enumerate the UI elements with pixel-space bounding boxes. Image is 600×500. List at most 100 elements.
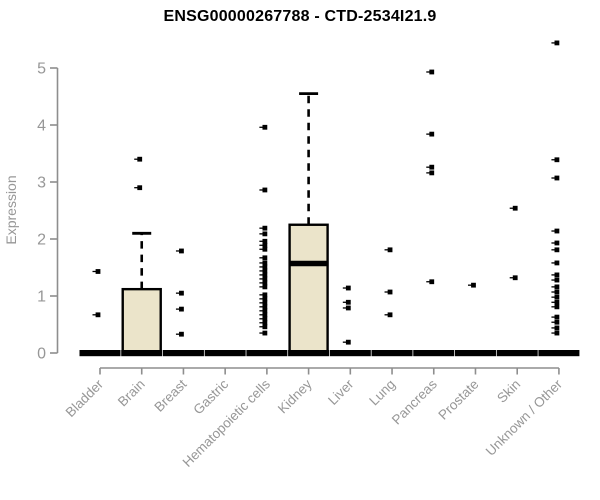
- outlier-point-bladder: [95, 269, 101, 274]
- outlier-point-hematopoietic-cells: [262, 238, 268, 244]
- zero-bar-unknown-other: [538, 350, 580, 357]
- outlier-point-breast: [179, 290, 184, 296]
- outlier-point-skin: [512, 275, 518, 281]
- zero-bar-prostate: [454, 350, 496, 357]
- box-brain: [121, 287, 162, 355]
- outlier-point-lung: [387, 247, 393, 253]
- y-tick-label: 5: [37, 61, 46, 78]
- outlier-point-pancreas: [429, 279, 435, 285]
- outlier-point-unknown-other: [554, 319, 560, 325]
- outlier-point-pancreas: [429, 69, 435, 75]
- outlier-point-hematopoietic-cells: [262, 292, 268, 298]
- zero-bar-brain: [121, 350, 163, 357]
- outlier-point-hematopoietic-cells: [262, 246, 268, 252]
- outlier-point-breast: [179, 331, 184, 337]
- outlier-point-brain: [137, 156, 143, 162]
- outlier-point-unknown-other: [554, 277, 560, 283]
- outlier-point-hematopoietic-cells: [262, 308, 268, 314]
- zero-bar-pancreas: [413, 350, 455, 357]
- outlier-point-hematopoietic-cells: [262, 324, 268, 330]
- outlier-point-unknown-other: [554, 289, 560, 295]
- outlier-point-hematopoietic-cells: [262, 260, 268, 266]
- x-category-label-unknown-other: Unknown / Other: [483, 376, 566, 459]
- outlier-point-unknown-other: [554, 330, 560, 336]
- outlier-point-liver: [345, 305, 351, 311]
- outlier-point-hematopoietic-cells: [262, 304, 268, 310]
- x-category-label-lung: Lung: [366, 377, 398, 409]
- outlier-point-hematopoietic-cells: [262, 284, 268, 290]
- x-category-label-brain: Brain: [115, 377, 148, 410]
- outlier-point-hematopoietic-cells: [262, 255, 268, 261]
- outlier-point-hematopoietic-cells: [262, 312, 268, 318]
- outlier-point-prostate: [471, 282, 476, 288]
- zero-bar-kidney: [288, 350, 330, 357]
- zero-bar-liver: [329, 350, 371, 357]
- outlier-point-breast: [179, 306, 184, 312]
- zero-bar-hematopoietic-cells: [246, 350, 288, 357]
- y-tick-label: 1: [37, 289, 46, 306]
- y-tick-label: 4: [37, 118, 46, 135]
- outlier-point-lung: [387, 312, 393, 318]
- outlier-point-unknown-other: [554, 260, 560, 266]
- outlier-point-lung: [387, 289, 393, 295]
- zero-bar-breast: [162, 350, 204, 357]
- y-tick-label: 2: [37, 232, 46, 249]
- zero-bar-lung: [371, 350, 413, 357]
- outlier-point-breast: [179, 248, 184, 254]
- outlier-point-unknown-other: [554, 284, 560, 290]
- outlier-point-hematopoietic-cells: [262, 316, 268, 322]
- outlier-point-unknown-other: [554, 240, 560, 246]
- outlier-point-hematopoietic-cells: [262, 296, 268, 302]
- outlier-point-unknown-other: [554, 157, 560, 163]
- x-category-label-skin: Skin: [494, 377, 523, 406]
- x-category-label-prostate: Prostate: [435, 377, 481, 423]
- outlier-point-skin: [512, 205, 518, 211]
- y-tick-label: 3: [37, 175, 46, 192]
- x-category-label-breast: Breast: [151, 376, 189, 414]
- outlier-point-hematopoietic-cells: [262, 268, 268, 274]
- outlier-point-hematopoietic-cells: [262, 276, 268, 282]
- zero-bar-bladder: [79, 350, 121, 357]
- outlier-point-unknown-other: [554, 175, 560, 181]
- outlier-point-brain: [137, 185, 143, 191]
- outlier-point-hematopoietic-cells: [262, 280, 268, 286]
- outlier-point-unknown-other: [554, 314, 560, 320]
- x-category-label-bladder: Bladder: [63, 376, 107, 420]
- outlier-point-unknown-other: [554, 325, 560, 331]
- outlier-point-hematopoietic-cells: [262, 330, 268, 336]
- outlier-point-pancreas: [429, 164, 435, 170]
- outlier-point-pancreas: [429, 131, 435, 137]
- x-category-label-gastric: Gastric: [190, 376, 231, 417]
- outlier-point-hematopoietic-cells: [262, 272, 268, 278]
- outlier-point-unknown-other: [554, 304, 560, 310]
- outlier-point-bladder: [95, 312, 101, 318]
- outlier-point-liver: [345, 299, 351, 305]
- outlier-point-hematopoietic-cells: [262, 225, 268, 231]
- x-category-label-liver: Liver: [325, 376, 357, 408]
- zero-bar-gastric: [204, 350, 246, 357]
- outlier-point-hematopoietic-cells: [262, 242, 268, 248]
- outlier-point-unknown-other: [554, 294, 560, 300]
- chart-title: ENSG00000267788 - CTD-2534I21.9: [163, 8, 437, 25]
- outlier-point-hematopoietic-cells: [262, 300, 268, 306]
- outlier-point-hematopoietic-cells: [262, 264, 268, 270]
- x-category-label-pancreas: Pancreas: [389, 376, 440, 427]
- outlier-point-liver: [345, 339, 351, 345]
- outlier-point-hematopoietic-cells: [262, 187, 268, 193]
- outlier-point-hematopoietic-cells: [262, 124, 268, 130]
- outlier-point-hematopoietic-cells: [262, 320, 268, 326]
- outlier-point-unknown-other: [554, 299, 560, 305]
- zero-bar-skin: [496, 350, 538, 357]
- outlier-point-unknown-other: [554, 40, 560, 46]
- outlier-point-pancreas: [429, 170, 435, 176]
- outlier-point-unknown-other: [554, 228, 560, 234]
- box-kidney: [288, 223, 329, 355]
- y-axis-title: Expression: [3, 175, 19, 244]
- outlier-point-unknown-other: [554, 247, 560, 253]
- outlier-point-liver: [345, 285, 351, 291]
- outlier-point-hematopoietic-cells: [262, 231, 268, 237]
- outlier-point-unknown-other: [554, 272, 560, 278]
- y-tick-label: 0: [37, 346, 46, 363]
